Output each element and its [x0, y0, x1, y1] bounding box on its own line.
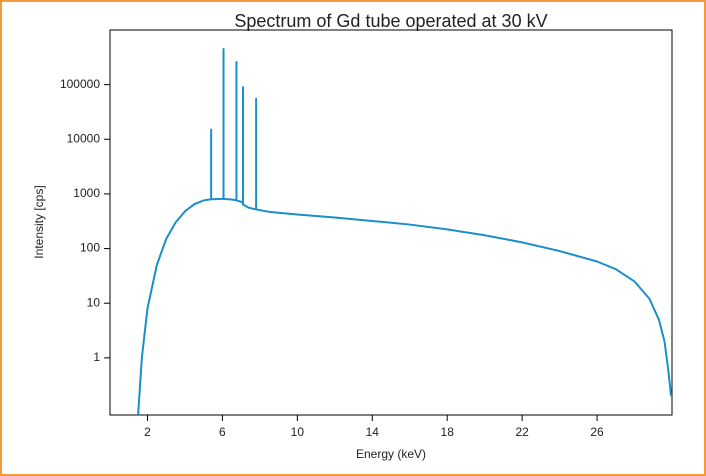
- y-tick-label: 1000: [73, 186, 100, 200]
- y-tick-label: 100000: [60, 77, 100, 91]
- plot-area: [109, 29, 673, 416]
- y-tick-label: 10: [87, 295, 101, 309]
- y-tick-label: 10000: [67, 131, 101, 145]
- x-tick-label: 6: [219, 425, 226, 439]
- y-tick-label: 1: [93, 350, 100, 364]
- x-axis-label: Energy (keV): [356, 447, 426, 461]
- x-tick-label: 14: [366, 425, 380, 439]
- y-tick-label: 100: [80, 241, 100, 255]
- x-tick-label: 10: [291, 425, 305, 439]
- y-axis-label: Intensity [cps]: [32, 185, 46, 258]
- x-tick-label: 26: [590, 425, 604, 439]
- x-tick-label: 22: [515, 425, 529, 439]
- x-tick-label: 2: [144, 425, 151, 439]
- x-tick-label: 18: [441, 425, 455, 439]
- spectrum-line: [137, 47, 673, 416]
- chart-title: Spectrum of Gd tube operated at 30 kV: [234, 11, 547, 31]
